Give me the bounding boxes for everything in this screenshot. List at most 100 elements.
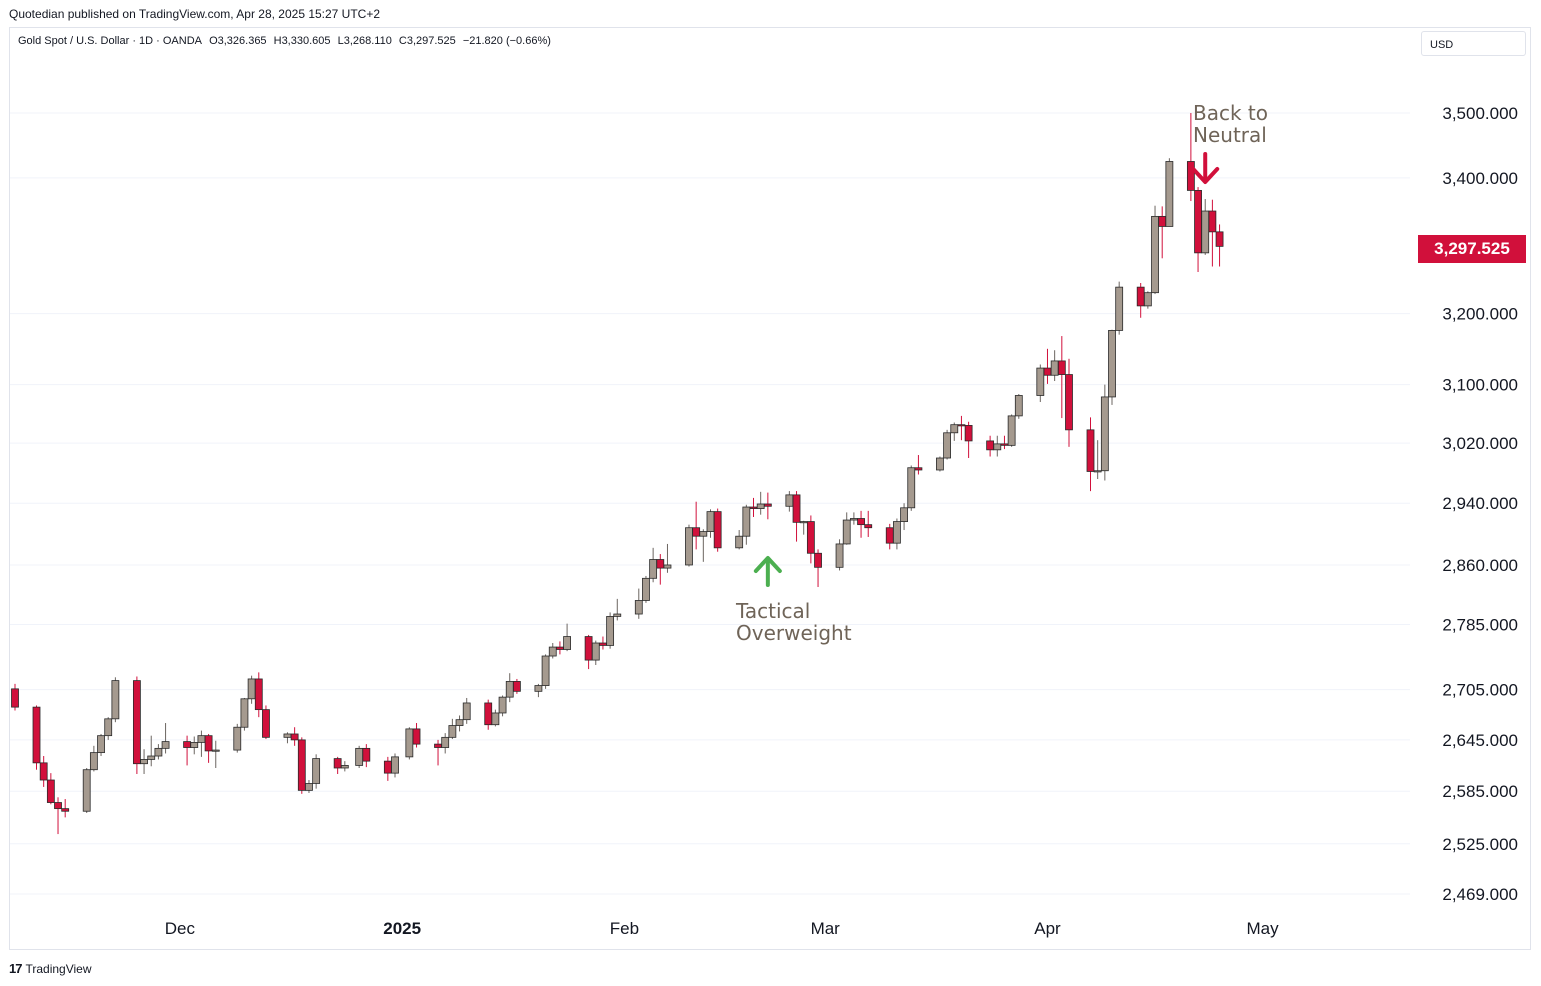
candle-body [792, 494, 801, 523]
publisher-caption: Quotedian published on TradingView.com, … [9, 7, 381, 21]
candle-body [383, 760, 392, 774]
annotation-line: Back to [1193, 101, 1268, 125]
candle-body [885, 527, 894, 544]
tradingview-logo-icon: 17 [9, 961, 23, 976]
candle-body [104, 718, 113, 737]
candle-body [233, 726, 242, 751]
candle-body [584, 636, 593, 661]
candle-body [1194, 190, 1202, 254]
candle-body [434, 743, 442, 748]
candle-body [82, 769, 91, 812]
x-tick-label: Apr [1034, 919, 1061, 938]
candle-body [362, 747, 371, 762]
candle-body [1057, 360, 1066, 375]
candle-body [505, 681, 514, 698]
candle-body [900, 507, 908, 522]
candle-body [835, 543, 844, 568]
y-tick-label: 2,860.000 [1442, 556, 1518, 575]
candle-body [699, 531, 708, 537]
candle-body [355, 747, 364, 766]
annotation-tactical-overweight: Tactical Overweight [736, 600, 852, 644]
candle-body [1151, 215, 1159, 294]
y-tick-label: 3,400.000 [1442, 169, 1518, 188]
candle-body [391, 756, 399, 774]
candle-body [290, 733, 299, 741]
candle-body [541, 655, 550, 686]
candle-body [993, 443, 1002, 451]
arrow-up-icon [753, 556, 782, 573]
candle-body [642, 577, 650, 601]
y-tick-label: 2,940.000 [1442, 494, 1518, 513]
candle-body [1000, 443, 1009, 446]
candle-body [1108, 330, 1116, 398]
candle-body [147, 755, 156, 760]
tradingview-brand[interactable]: 17 TradingView [9, 961, 92, 976]
annotation-line: Tactical [736, 599, 811, 623]
candle-body [534, 685, 543, 692]
candle-body [893, 521, 901, 544]
x-tick-label: Mar [811, 919, 841, 938]
candle-body [204, 735, 213, 752]
candle-body [663, 564, 672, 569]
candle-body [54, 802, 62, 810]
candle-body [613, 613, 622, 617]
candle-body [262, 709, 270, 738]
candle-body [986, 440, 995, 451]
candle-body [950, 424, 959, 434]
candle-body [132, 680, 141, 765]
y-tick-label: 2,705.000 [1442, 681, 1518, 700]
symbol-legend: Gold Spot / U.S. Dollar · 1D · OANDA O3,… [18, 35, 555, 47]
candle-body [1165, 161, 1174, 227]
candle-body [1136, 286, 1145, 307]
candle-body [1093, 470, 1102, 473]
x-tick-label: 2025 [383, 919, 421, 938]
brand-label: TradingView [25, 961, 92, 976]
candle-body [749, 506, 758, 509]
candle-body [1115, 286, 1124, 331]
candle-body [32, 706, 41, 764]
candle-body [39, 762, 48, 781]
candle-body [111, 680, 120, 720]
ohlc-low: L3,268.110 [337, 35, 392, 47]
candle-body [405, 728, 414, 758]
candle-body [1086, 429, 1095, 472]
ohlc-open: O3,326.365 [209, 35, 267, 47]
candle-body [448, 725, 457, 738]
ohlc-change: −21.820 (−0.66%) [462, 35, 551, 47]
candle-body [140, 759, 148, 765]
candle-body [756, 503, 765, 509]
chart-frame [9, 27, 1531, 950]
candle-body [1043, 367, 1052, 376]
candle-body [907, 467, 916, 509]
candle-body [556, 646, 564, 650]
y-tick-label: 2,585.000 [1442, 782, 1518, 801]
candle-body [842, 519, 851, 545]
candle-body [240, 698, 249, 728]
candle-body [333, 758, 342, 769]
candle-body [1208, 210, 1217, 233]
symbol-name[interactable]: Gold Spot / U.S. Dollar · 1D · OANDA [18, 35, 202, 47]
candle-body [462, 702, 471, 721]
candle-body [914, 467, 923, 471]
candle-body [498, 696, 507, 714]
candle-body [713, 511, 722, 549]
candle-body [513, 681, 521, 692]
candle-body [1143, 292, 1152, 307]
candle-body [634, 600, 643, 615]
y-tick-label: 3,020.000 [1442, 434, 1518, 453]
candle-body [864, 524, 873, 529]
candle-body [1186, 161, 1195, 191]
ohlc-high: H3,330.605 [273, 35, 331, 47]
currency-selector[interactable]: USD [1421, 31, 1526, 56]
candle-body [161, 741, 170, 749]
candle-body [283, 733, 292, 738]
candle-body [763, 503, 772, 507]
candle-body [1215, 231, 1224, 247]
candle-body [599, 642, 607, 646]
candle-body [89, 752, 98, 771]
last-price-tag: 3,297.525 [1418, 235, 1526, 263]
candle-body [591, 642, 600, 661]
candle-body [735, 535, 744, 549]
candle-body [548, 646, 557, 657]
